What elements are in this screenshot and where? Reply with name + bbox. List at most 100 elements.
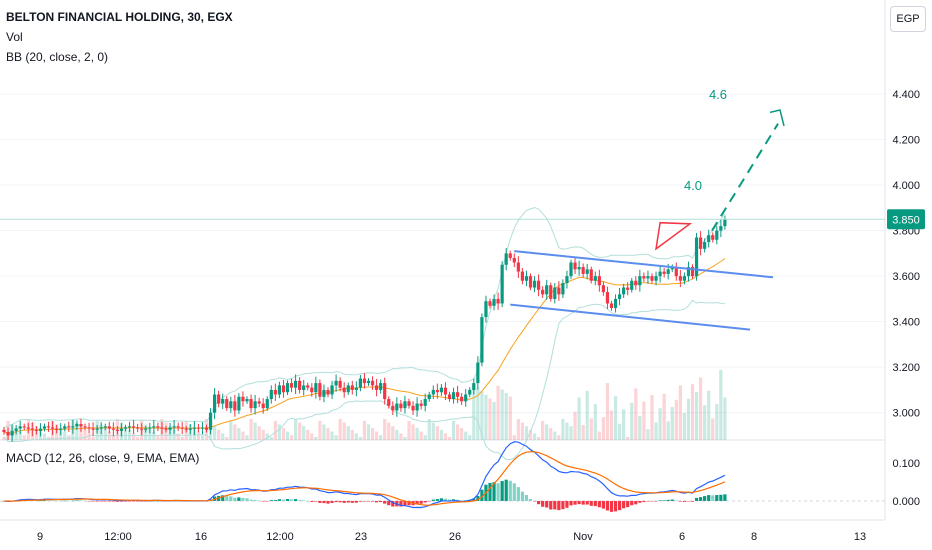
macd-histogram-bar <box>152 500 156 502</box>
candle-body <box>411 405 415 411</box>
time-tick-label: 16 <box>195 531 207 543</box>
candle-body <box>63 426 67 429</box>
candle <box>306 382 310 391</box>
macd-histogram-bar <box>622 500 626 509</box>
volume-bar <box>496 385 500 440</box>
macd-histogram-bar <box>136 500 140 502</box>
candle <box>589 266 593 284</box>
candle <box>549 282 553 302</box>
candle <box>379 379 383 394</box>
candle <box>561 279 565 299</box>
macd-histogram-bar <box>585 500 589 505</box>
candle <box>391 401 395 415</box>
candle <box>26 422 30 434</box>
candle-body <box>690 267 695 277</box>
candle <box>233 394 237 417</box>
candle <box>350 380 354 395</box>
candle <box>565 270 569 289</box>
macd-histogram-bar <box>42 500 47 501</box>
volume-bar <box>601 417 605 440</box>
candle-body <box>439 387 443 393</box>
macd-histogram-bar <box>654 500 658 502</box>
macd-histogram-bar <box>221 495 225 501</box>
candle <box>528 273 533 291</box>
candle <box>192 421 196 435</box>
candle <box>180 422 184 435</box>
macd-histogram-bar <box>646 500 650 502</box>
volume-bar <box>569 426 573 440</box>
candle <box>176 422 180 432</box>
time-tick-label: 12:00 <box>266 531 294 543</box>
volume-bar <box>18 431 22 440</box>
volume-legend[interactable]: Vol <box>6 30 23 44</box>
volume-bar <box>682 413 686 440</box>
candle <box>294 374 298 395</box>
macd-histogram-bar <box>670 499 674 501</box>
candle-body <box>200 427 205 429</box>
candle-body <box>318 383 322 397</box>
candle-body <box>403 401 407 409</box>
macd-histogram-bar <box>107 500 111 502</box>
candle-body <box>375 385 379 390</box>
candle-body <box>79 424 83 427</box>
volume-bar <box>690 384 695 440</box>
volume-bar <box>443 433 448 440</box>
candle-body <box>711 235 715 240</box>
volume-bar <box>350 429 354 440</box>
volume-bar <box>63 431 67 440</box>
candle <box>638 269 642 292</box>
candle-body <box>217 394 221 404</box>
volume-bar <box>419 431 423 440</box>
volume-bar <box>520 422 524 440</box>
time-tick-label: 26 <box>449 531 461 543</box>
macd-histogram-bar <box>613 500 618 512</box>
candle <box>326 387 330 398</box>
candle-body <box>451 392 456 400</box>
candle <box>71 419 75 434</box>
macd-histogram-bar <box>715 495 719 501</box>
volume-bar <box>447 437 452 440</box>
candle-body <box>22 426 26 428</box>
macd-histogram-bar <box>148 500 152 502</box>
macd-histogram-bar <box>273 500 277 501</box>
candle-body <box>18 426 22 429</box>
volume-bar <box>225 437 229 440</box>
volume-bar <box>654 422 658 440</box>
candle-body <box>654 276 658 281</box>
macd-histogram-bar <box>642 500 646 502</box>
macd-histogram-bar <box>419 500 423 504</box>
candle <box>208 408 213 435</box>
volume-bar <box>703 405 707 440</box>
candle <box>334 374 338 392</box>
macd-histogram-bar <box>63 500 67 502</box>
volume-bar <box>354 433 358 440</box>
currency-button[interactable]: EGP <box>890 6 926 32</box>
candle-body <box>95 428 99 430</box>
macd-histogram-bar <box>281 499 286 501</box>
bb-upper-band <box>3 206 726 428</box>
bollinger-legend[interactable]: BB (20, close, 2, 0) <box>6 50 109 64</box>
macd-histogram-bar <box>160 500 164 502</box>
candle <box>605 286 610 309</box>
candle-body <box>577 267 581 270</box>
volume-bar <box>310 433 314 440</box>
volume-bar <box>642 401 646 440</box>
macd-histogram-bar <box>577 500 581 505</box>
candle <box>318 379 322 401</box>
macd-histogram-bar <box>249 499 253 501</box>
macd-histogram-bar <box>334 500 338 503</box>
macd-histogram-bar <box>423 500 427 503</box>
candle-body <box>589 269 593 281</box>
volume-bar <box>277 424 281 440</box>
candle-body <box>184 428 188 430</box>
candle-body <box>419 403 423 406</box>
macd-legend[interactable]: MACD (12, 26, close, 9, EMA, EMA) <box>6 451 200 465</box>
macd-histogram-bar <box>132 500 136 502</box>
candle <box>265 396 269 411</box>
channel-upper-line <box>514 250 774 279</box>
candle <box>694 232 699 281</box>
candle <box>95 424 99 434</box>
candle-body <box>277 385 281 395</box>
candle <box>346 382 350 395</box>
